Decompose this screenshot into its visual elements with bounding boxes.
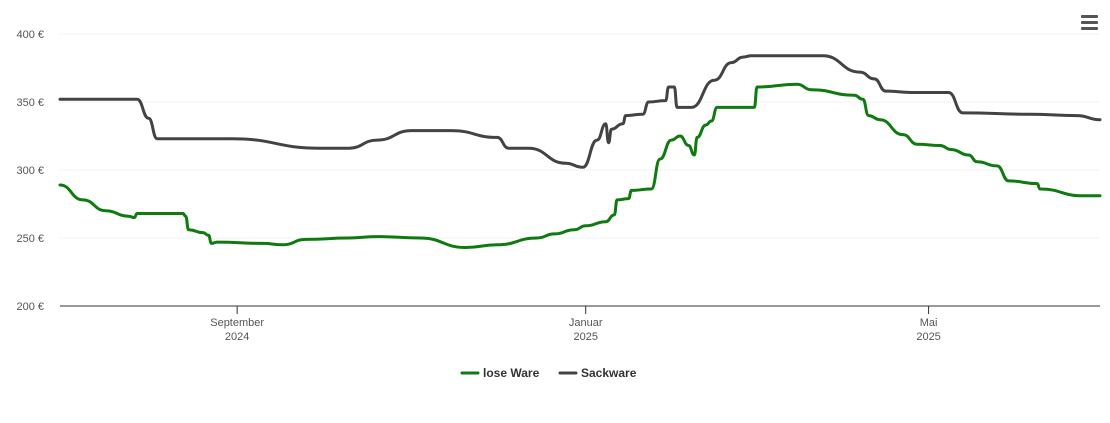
series-line-sackware (58, 54, 1102, 169)
x-tick-label-month: Mai (920, 317, 938, 329)
y-tick-label: 250 € (16, 233, 44, 245)
legend-label: Sackware (581, 366, 637, 380)
grid-lines (60, 33, 1100, 307)
y-tick-label: 300 € (16, 165, 44, 177)
hamburger-menu-icon (1081, 21, 1098, 24)
legend: lose Ware Sackware (460, 366, 637, 380)
x-tick-label-year: 2024 (225, 331, 249, 343)
x-tick-label-month: Januar (569, 317, 603, 329)
y-tick-label: 400 € (16, 29, 44, 41)
y-tick-label: 200 € (16, 301, 44, 313)
y-tick-label: 350 € (16, 97, 44, 109)
x-tick-label-year: 2025 (573, 331, 597, 343)
x-tick-label-month: September (210, 317, 264, 329)
chart-menu-button[interactable] (1078, 12, 1100, 34)
series-line-lose-ware (58, 82, 1102, 249)
legend-label: lose Ware (483, 366, 540, 380)
hamburger-menu-icon (1081, 27, 1098, 30)
x-axis-ticks: September 2024 Januar 2025 Mai 2025 (210, 306, 941, 343)
hamburger-menu-icon (1081, 15, 1098, 18)
y-axis-ticks: 200 € 250 € 300 € 350 € 400 € (16, 29, 44, 313)
x-tick-label-year: 2025 (916, 331, 940, 343)
series-lines (58, 54, 1102, 249)
